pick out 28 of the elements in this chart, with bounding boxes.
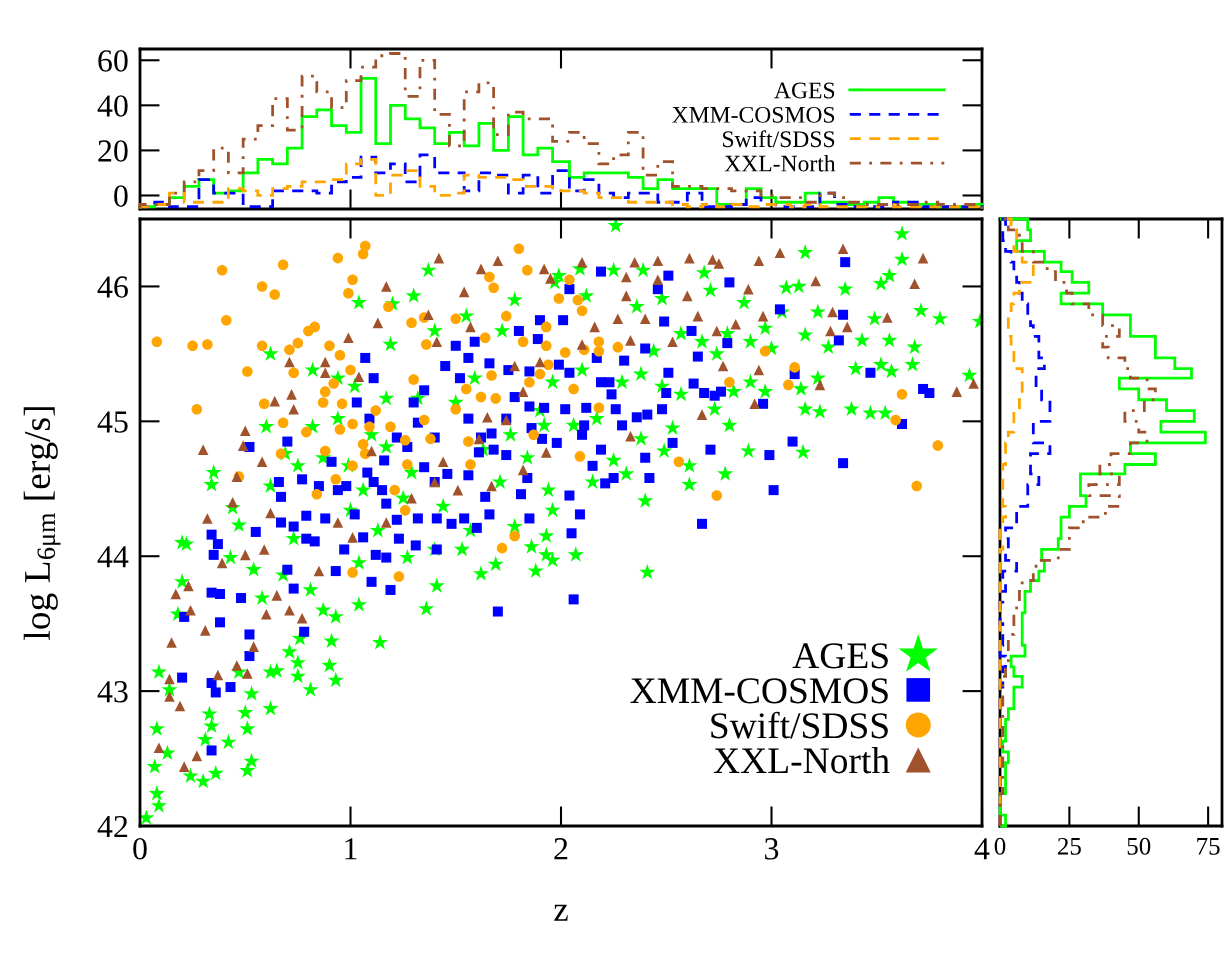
y-tick-label: 60 (98, 50, 128, 72)
y-tick-label: 0 (114, 185, 128, 207)
legend-label: AGES (792, 643, 888, 669)
y-tick-label: 40 (97, 95, 128, 117)
y-tick-label: 44 (97, 546, 129, 568)
x-tick-label: 75 (1197, 838, 1220, 855)
legend-label: Swift/SDSS (711, 711, 888, 739)
x-tick-label: 25 (1057, 837, 1081, 855)
x-tick-label: 2 (554, 838, 568, 860)
legend-label: XXL-North (724, 154, 836, 172)
x-tick-label: 1 (345, 838, 357, 860)
legend-label: XXL-North (713, 746, 890, 774)
x-axis-title: z (554, 904, 568, 921)
x-tick-label: 0 (133, 838, 147, 860)
y-tick-label: 46 (97, 276, 128, 298)
legend-label: XMM-COSMOS (630, 678, 888, 704)
x-tick-label: 0 (994, 837, 1006, 855)
x-tick-label: 50 (1127, 837, 1151, 855)
legend-label: Swift/SDSS (723, 130, 835, 148)
legend-label: AGES (774, 82, 835, 99)
x-tick-label: 4 (974, 838, 990, 860)
y-tick-label: 45 (97, 411, 128, 433)
y-tick-label: 20 (98, 140, 128, 162)
y-tick-label: 43 (97, 681, 128, 703)
y-axis-title: log L$_{6μm}$ [erg/s] (23, 407, 61, 640)
x-tick-label: 3 (765, 838, 779, 860)
legend-label: XMM-COSMOS (672, 106, 835, 123)
y-tick-label: 42 (97, 815, 128, 838)
